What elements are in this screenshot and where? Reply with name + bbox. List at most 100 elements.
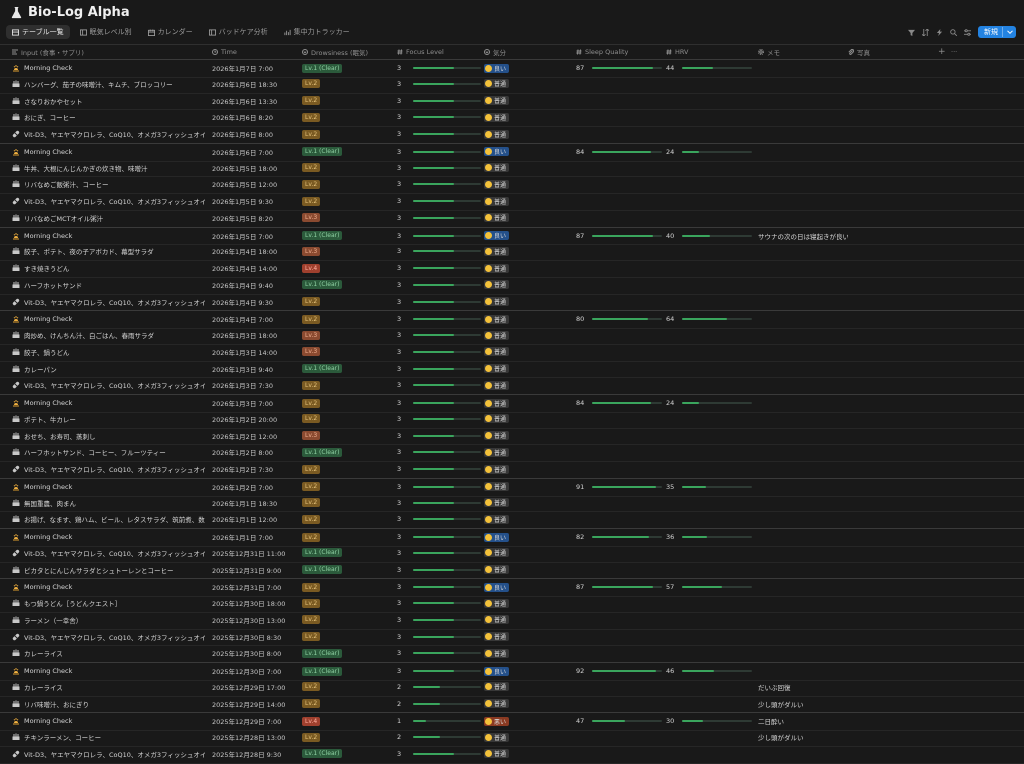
mood-cell[interactable]: 普通 xyxy=(484,395,570,411)
time-cell[interactable]: 2025年12月30日 8:30 xyxy=(212,633,282,642)
drowsiness-cell[interactable]: Lv.2 xyxy=(302,311,392,327)
tab-3[interactable]: バッドケア分析 xyxy=(203,25,274,39)
hrv-cell[interactable]: 46 xyxy=(666,663,752,679)
input-cell[interactable]: Morning Check xyxy=(12,579,205,595)
time-cell[interactable]: 2026年1月5日 12:00 xyxy=(212,181,278,190)
input-cell[interactable]: カレーライス xyxy=(12,679,205,695)
table-row[interactable]: さなりおかやセット 2026年1月6日 13:30 Lv.2 3 普通 xyxy=(0,93,1024,111)
table-row[interactable]: Vit-D3、ヤエヤマクロレラ、CoQ10、オメガ3フィッシュオイル 2025年1… xyxy=(0,545,1024,563)
focus-cell[interactable]: 3 xyxy=(397,645,481,661)
focus-cell[interactable]: 2 xyxy=(397,696,481,712)
mood-cell[interactable]: 悪い xyxy=(484,713,570,729)
tab-1[interactable]: 眠気レベル別 xyxy=(74,25,138,39)
input-cell[interactable]: Vit-D3、ヤエヤマクロレラ、CoQ10、オメガ3フィッシュオイル xyxy=(12,545,205,561)
input-cell[interactable]: リバなめご飯粥汁、コーヒー xyxy=(12,176,205,192)
input-cell[interactable]: ラーメン（一幸舎） xyxy=(12,612,205,628)
input-cell[interactable]: すき焼きうどん xyxy=(12,260,205,276)
column-header-input[interactable]: Input (食事・サプリ) xyxy=(12,45,84,59)
input-cell[interactable]: Morning Check xyxy=(12,395,205,411)
table-row[interactable]: Morning Check 2025年12月31日 7:00 Lv.2 3 良い 87 57 xyxy=(0,578,1024,597)
table-row[interactable]: Morning Check 2026年1月2日 7:00 Lv.2 3 普通 91 35 xyxy=(0,477,1024,497)
focus-cell[interactable]: 3 xyxy=(397,311,481,327)
focus-cell[interactable]: 3 xyxy=(397,260,481,276)
time-cell[interactable]: 2026年1月5日 7:00 xyxy=(212,232,273,241)
focus-cell[interactable]: 3 xyxy=(397,126,481,142)
mood-cell[interactable]: 良い xyxy=(484,228,570,244)
drowsiness-cell[interactable]: Lv.3 xyxy=(302,210,392,226)
focus-cell[interactable]: 3 xyxy=(397,109,481,125)
input-cell[interactable]: Morning Check xyxy=(12,529,205,545)
settings-icon[interactable] xyxy=(964,28,971,36)
mood-cell[interactable]: 普通 xyxy=(484,562,570,578)
time-cell[interactable]: 2026年1月2日 20:00 xyxy=(212,415,278,424)
input-cell[interactable]: リバ味噌汁、おにぎり xyxy=(12,696,205,712)
sleep-cell[interactable]: 91 xyxy=(576,479,662,495)
filter-icon[interactable] xyxy=(908,29,915,36)
input-cell[interactable]: ポテト、牛カレー xyxy=(12,411,205,427)
input-cell[interactable]: Morning Check xyxy=(12,60,205,76)
time-cell[interactable]: 2026年1月7日 7:00 xyxy=(212,65,273,73)
mood-cell[interactable]: 普通 xyxy=(484,479,570,495)
memo-cell[interactable]: 少し頭がダルい xyxy=(758,734,804,742)
focus-cell[interactable]: 3 xyxy=(397,243,481,259)
focus-cell[interactable]: 3 xyxy=(397,395,481,411)
input-cell[interactable]: Morning Check xyxy=(12,144,205,160)
focus-cell[interactable]: 3 xyxy=(397,294,481,310)
more-options-button[interactable]: ··· xyxy=(951,48,958,56)
focus-cell[interactable]: 3 xyxy=(397,612,481,628)
focus-cell[interactable]: 3 xyxy=(397,193,481,209)
table-row[interactable]: Morning Check 2026年1月7日 7:00 Lv.1 (Clear) 3… xyxy=(0,59,1024,78)
mood-cell[interactable]: 普通 xyxy=(484,444,570,460)
table-row[interactable]: カレーライス 2025年12月30日 8:00 Lv.1 (Clear) 3 普通 xyxy=(0,645,1024,663)
mood-cell[interactable]: 良い xyxy=(484,60,570,76)
drowsiness-cell[interactable]: Lv.4 xyxy=(302,713,392,729)
drowsiness-cell[interactable]: Lv.3 xyxy=(302,428,392,444)
time-cell[interactable]: 2026年1月4日 14:00 xyxy=(212,265,278,273)
input-cell[interactable]: 牛丼、大根にんじんかぎの炊き物、味噌汁 xyxy=(12,160,205,176)
input-cell[interactable]: おせち、お寿司、蒸刺し xyxy=(12,428,205,444)
focus-cell[interactable]: 3 xyxy=(397,461,481,477)
focus-cell[interactable]: 2 xyxy=(397,679,481,695)
memo-cell[interactable]: だいぶ回復 xyxy=(758,683,791,692)
memo-cell[interactable]: 少し頭がダルい xyxy=(758,700,804,709)
drowsiness-cell[interactable]: Lv.2 xyxy=(302,160,392,176)
mood-cell[interactable]: 普通 xyxy=(484,176,570,192)
column-header-memo[interactable]: メモ xyxy=(758,45,780,59)
column-header-focus[interactable]: Focus Level xyxy=(397,45,444,59)
table-row[interactable]: カレーライス 2025年12月29日 17:00 Lv.2 2 普通 だいぶ回復 xyxy=(0,679,1024,697)
table-row[interactable]: 餃子、鍋うどん 2026年1月3日 14:00 Lv.3 3 普通 xyxy=(0,344,1024,362)
time-cell[interactable]: 2025年12月28日 9:30 xyxy=(212,750,282,759)
time-cell[interactable]: 2026年1月3日 7:00 xyxy=(212,400,273,408)
table-row[interactable]: ハンバーグ、茄子の味噌汁、キムチ、ブロッコリー 2026年1月6日 18:30 Lv… xyxy=(0,76,1024,94)
table-row[interactable]: リバなめご飯粥汁、コーヒー 2026年1月5日 12:00 Lv.2 3 普通 xyxy=(0,176,1024,194)
sleep-cell[interactable]: 84 xyxy=(576,395,662,411)
table-row[interactable]: ピカタとにんじんサラダとシュトーレンとコーヒー 2025年12月31日 9:00 L… xyxy=(0,562,1024,580)
input-cell[interactable]: さなりおかやセット xyxy=(12,93,205,109)
time-cell[interactable]: 2025年12月30日 18:00 xyxy=(212,600,286,608)
time-cell[interactable]: 2025年12月29日 17:00 xyxy=(212,683,286,692)
time-cell[interactable]: 2025年12月29日 14:00 xyxy=(212,700,286,709)
table-row[interactable]: すき焼きうどん 2026年1月4日 14:00 Lv.4 3 普通 xyxy=(0,260,1024,278)
focus-cell[interactable]: 3 xyxy=(397,377,481,393)
tab-4[interactable]: 集中力トラッカー xyxy=(278,25,356,39)
time-cell[interactable]: 2025年12月31日 11:00 xyxy=(212,549,286,558)
time-cell[interactable]: 2026年1月1日 12:00 xyxy=(212,516,278,525)
time-cell[interactable]: 2026年1月4日 7:00 xyxy=(212,316,273,325)
sleep-cell[interactable]: 47 xyxy=(576,713,662,729)
time-cell[interactable]: 2025年12月30日 13:00 xyxy=(212,616,286,625)
time-cell[interactable]: 2026年1月4日 9:40 xyxy=(212,281,273,290)
table-row[interactable]: リバ味噌汁、おにぎり 2025年12月29日 14:00 Lv.2 2 普通 少し頭がダル… xyxy=(0,696,1024,714)
input-cell[interactable]: Vit-D3、ヤエヤマクロレラ、CoQ10、オメガ3フィッシュオイル xyxy=(12,193,205,209)
focus-cell[interactable]: 3 xyxy=(397,579,481,595)
table-row[interactable]: Vit-D3、ヤエヤマクロレラ、CoQ10、オメガ3フィッシュオイル 2026年1… xyxy=(0,461,1024,479)
focus-cell[interactable]: 3 xyxy=(397,144,481,160)
drowsiness-cell[interactable]: Lv.4 xyxy=(302,260,392,276)
focus-cell[interactable]: 3 xyxy=(397,411,481,427)
mood-cell[interactable]: 普通 xyxy=(484,612,570,628)
input-cell[interactable]: Morning Check xyxy=(12,713,205,729)
mood-cell[interactable]: 普通 xyxy=(484,629,570,645)
memo-cell[interactable]: サウナの次の日は寝起きが良い xyxy=(758,232,848,241)
time-cell[interactable]: 2026年1月5日 9:30 xyxy=(212,198,273,206)
time-cell[interactable]: 2025年12月29日 7:00 xyxy=(212,718,282,727)
input-cell[interactable]: お揚げ、なます、鶏ハム、ビール、レタスサラダ、筑前煮、数の子 xyxy=(12,511,205,527)
